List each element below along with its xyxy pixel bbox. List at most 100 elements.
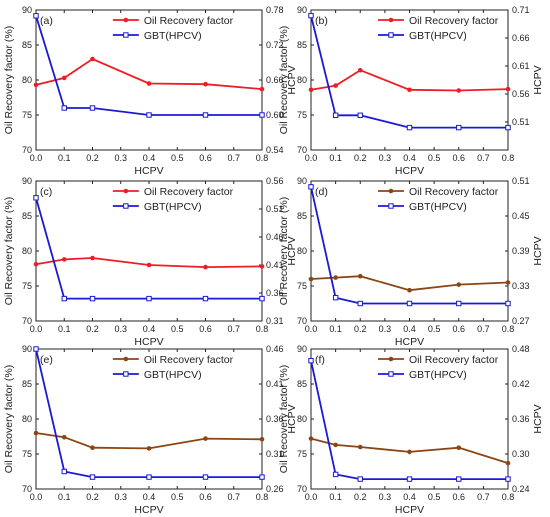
x-tick-label: 0.3 <box>114 153 127 163</box>
y-tick-label: 85 <box>297 40 307 50</box>
y-tick-label: 70 <box>297 145 307 155</box>
data-point <box>333 442 338 448</box>
legend-label: GBT(HPCV) <box>144 201 202 213</box>
series-line-2 <box>310 360 508 481</box>
data-point <box>146 262 152 268</box>
data-point <box>259 474 265 480</box>
x-tick-label: 0.1 <box>58 492 71 502</box>
x-tick-label: 0.6 <box>452 324 465 334</box>
x-tick-label: 0.4 <box>143 324 156 334</box>
y2-tick-label: 0.31 <box>266 449 284 459</box>
y-tick-label: 80 <box>22 75 32 85</box>
data-point <box>406 476 413 482</box>
data-point <box>203 264 208 270</box>
data-point <box>90 255 95 261</box>
data-point <box>33 82 39 88</box>
y-tick-label: 90 <box>22 5 32 15</box>
y2-tick-label: 0.51 <box>512 117 530 127</box>
x-tick-label: 0.6 <box>199 153 212 163</box>
y-tick-label: 90 <box>297 344 307 354</box>
x-tick-label: 0.1 <box>329 324 342 334</box>
y-axis-label: Oil Recovery factor (%) <box>278 26 290 135</box>
y-tick-label: 80 <box>22 246 32 256</box>
panel-label: (b) <box>315 15 328 27</box>
data-point <box>456 300 462 307</box>
data-point <box>407 449 412 455</box>
data-point <box>61 75 67 81</box>
y2-axis-label: HCPV <box>532 65 544 94</box>
data-point <box>308 276 314 282</box>
data-point <box>357 273 363 279</box>
series-line-1 <box>310 69 509 92</box>
data-point <box>333 83 338 88</box>
panel-label: (e) <box>40 354 53 366</box>
y2-tick-label: 0.51 <box>512 176 530 186</box>
legend-marker <box>123 32 129 38</box>
x-tick-label: 0.3 <box>379 324 392 334</box>
x-tick-label: 0.4 <box>143 492 156 502</box>
y2-tick-label: 0.45 <box>512 211 530 221</box>
y-tick-label: 75 <box>297 449 307 459</box>
x-tick-label: 0.4 <box>403 492 416 502</box>
y2-tick-label: 0.72 <box>266 40 284 50</box>
y2-tick-label: 0.56 <box>512 89 530 99</box>
series-line-2 <box>35 197 262 300</box>
y2-tick-label: 0.46 <box>266 232 284 242</box>
data-point <box>90 445 95 451</box>
data-point <box>90 56 95 62</box>
data-point <box>33 430 39 436</box>
y-tick-label: 85 <box>297 211 307 221</box>
data-point <box>33 346 39 352</box>
y2-axis-label: HCPV <box>532 236 544 265</box>
x-tick-label: 0.7 <box>477 492 490 502</box>
data-point <box>357 476 363 482</box>
y2-tick-label: 0.54 <box>266 145 284 155</box>
data-point <box>61 434 67 440</box>
y-tick-label: 70 <box>297 484 307 494</box>
legend-marker <box>388 188 394 194</box>
data-point <box>308 12 314 19</box>
y2-tick-label: 0.31 <box>266 316 284 326</box>
x-tick-label: 0.1 <box>329 153 342 163</box>
legend-label: GBT(HPCV) <box>144 30 202 42</box>
y-tick-label: 85 <box>22 379 32 389</box>
x-tick-label: 0.1 <box>58 153 71 163</box>
y-tick-label: 70 <box>22 316 32 326</box>
x-tick-label: 0.7 <box>227 492 240 502</box>
y2-axis-label: HCPV <box>286 404 298 433</box>
legend-label: Oil Recovery factor <box>409 354 499 366</box>
data-point <box>33 262 39 267</box>
data-point <box>203 436 208 441</box>
x-tick-label: 0.8 <box>256 324 269 334</box>
series-line-2 <box>35 348 262 479</box>
data-point <box>308 436 314 441</box>
y2-tick-label: 0.66 <box>512 33 530 43</box>
data-point <box>456 282 462 287</box>
data-point <box>61 295 67 302</box>
y2-tick-label: 0.30 <box>512 449 530 459</box>
legend-label: Oil Recovery factor <box>409 15 499 27</box>
x-tick-label: 0.2 <box>354 324 367 334</box>
legend-label: GBT(HPCV) <box>144 369 202 381</box>
chart-panel-2: 0.0 0.1 0.2 0.3 0.4 0.5 0.6 0.7 0.8 70 75 80 85 90 0.5… <box>278 5 544 177</box>
x-tick-label: 0.1 <box>58 324 71 334</box>
data-point <box>259 86 265 92</box>
legend-marker <box>388 203 394 209</box>
x-tick-label: 0.2 <box>354 492 367 502</box>
y2-tick-label: 0.66 <box>266 75 284 85</box>
panel-label: (f) <box>315 354 325 366</box>
x-tick-label: 0.5 <box>171 153 184 163</box>
x-tick-label: 0.0 <box>305 492 318 502</box>
legend-marker <box>388 371 394 377</box>
data-point <box>505 124 511 131</box>
x-tick-label: 0.0 <box>305 324 318 334</box>
y-tick-label: 90 <box>22 344 32 354</box>
legend-marker <box>123 371 129 377</box>
data-point <box>332 294 339 301</box>
data-point <box>333 275 338 280</box>
data-point <box>61 468 67 475</box>
panel-label: (d) <box>315 186 328 198</box>
data-point <box>146 446 152 451</box>
series-line-1 <box>35 432 263 450</box>
